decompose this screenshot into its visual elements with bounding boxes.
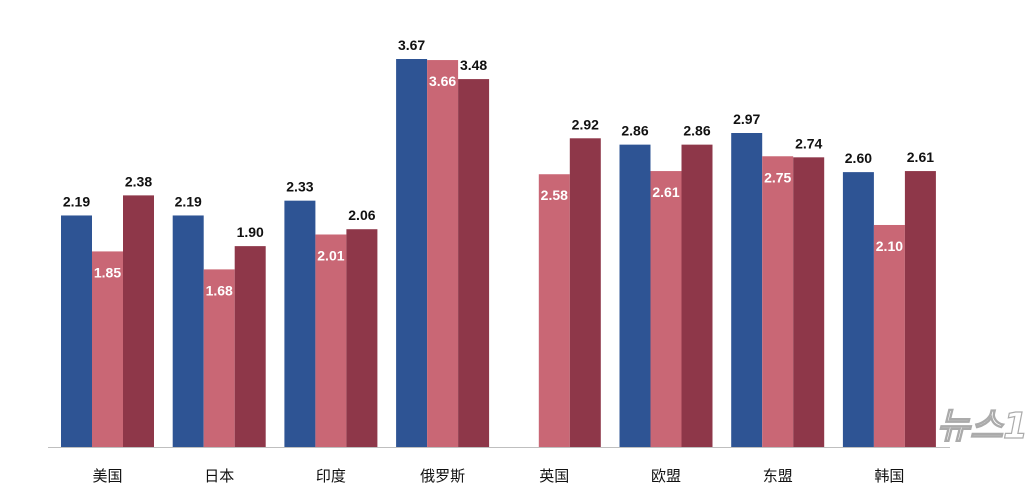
bar-series-3-美国 — [123, 195, 154, 447]
bar-series-1-东盟 — [731, 133, 763, 448]
watermark-logo: 뉴스1 — [937, 406, 1028, 447]
bar-series-2-日本 — [203, 269, 235, 447]
category-label: 英国 — [539, 467, 569, 485]
bar-series-2-欧盟 — [650, 171, 682, 447]
data-label: 2.33 — [286, 179, 313, 195]
data-label: 2.10 — [876, 238, 903, 254]
bar-series-2-印度 — [315, 234, 347, 447]
data-label: 1.85 — [94, 264, 121, 280]
data-label: 2.01 — [317, 247, 344, 263]
bar-series-1-美国 — [61, 215, 92, 447]
bar-series-3-英国 — [569, 138, 601, 447]
bar-series-3-东盟 — [793, 157, 825, 447]
bar-series-1-印度 — [284, 200, 316, 447]
data-label: 2.75 — [764, 169, 791, 185]
data-label: 2.60 — [845, 150, 872, 166]
data-label: 3.66 — [429, 73, 456, 89]
category-label: 东盟 — [763, 467, 793, 485]
bar-series-2-俄罗斯 — [427, 60, 459, 447]
data-label: 2.61 — [907, 149, 934, 165]
category-label: 韩国 — [874, 467, 904, 485]
data-label: 2.86 — [621, 123, 648, 139]
bar-series-3-印度 — [346, 229, 378, 447]
bar-series-2-韩国 — [873, 224, 905, 447]
category-label: 印度 — [316, 467, 346, 485]
data-label: 2.61 — [652, 184, 679, 200]
category-label: 日本 — [204, 467, 234, 485]
data-label: 1.68 — [206, 282, 233, 298]
data-label: 2.19 — [63, 193, 90, 209]
data-label: 2.86 — [683, 123, 710, 139]
bar-series-1-欧盟 — [619, 144, 651, 447]
data-label: 3.67 — [398, 37, 425, 53]
data-label: 2.38 — [125, 173, 152, 189]
bar-series-3-日本 — [234, 246, 266, 447]
bar-series-3-俄罗斯 — [458, 79, 490, 448]
category-label: 美国 — [92, 467, 122, 485]
data-label: 2.06 — [348, 207, 375, 223]
data-label: 2.92 — [572, 116, 599, 132]
bar-series-1-韩国 — [842, 172, 874, 447]
bar-series-2-东盟 — [762, 156, 794, 448]
bar-series-2-美国 — [92, 251, 123, 447]
data-label: 2.58 — [541, 187, 568, 203]
data-label: 1.90 — [237, 224, 264, 240]
data-label: 2.74 — [795, 135, 822, 151]
bar-series-2-英国 — [538, 174, 570, 447]
category-label: 俄罗斯 — [420, 467, 465, 485]
category-label: 欧盟 — [651, 467, 681, 485]
bar-series-1-俄罗斯 — [396, 59, 428, 447]
data-label: 2.97 — [733, 111, 760, 127]
data-label: 3.48 — [460, 57, 487, 73]
data-label: 2.19 — [175, 193, 202, 209]
bar-series-3-韩国 — [904, 171, 936, 447]
bar-series-3-欧盟 — [681, 144, 713, 447]
bar-series-1-日本 — [172, 215, 204, 447]
